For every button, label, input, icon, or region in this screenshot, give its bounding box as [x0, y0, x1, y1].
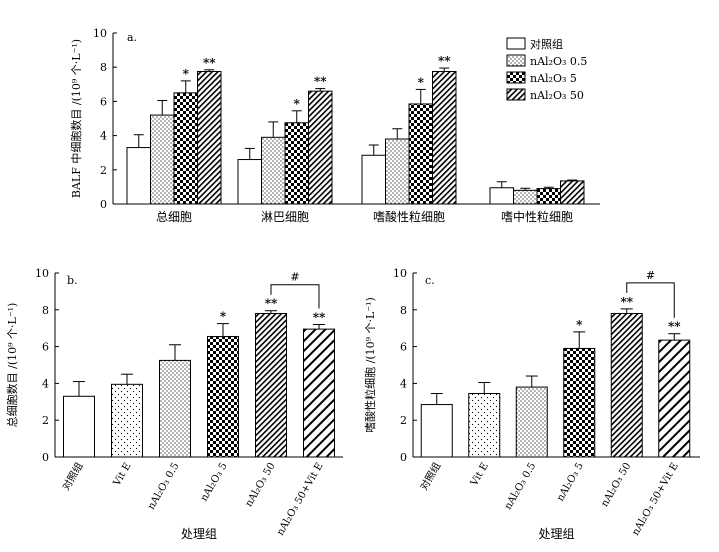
- panel-c-y-axis-label: 嗜酸性粒细胞 /(10⁹ 个·L⁻¹): [363, 297, 377, 433]
- panel-a-legend-swatch: [506, 54, 526, 67]
- panel-c-bar: [515, 386, 548, 458]
- panel-b-y-tick-label: 8: [42, 304, 49, 317]
- panel-b-panel-label: b.: [67, 274, 78, 287]
- panel-b-y-tick-label: 6: [42, 341, 49, 354]
- panel-b-bracket-label: #: [290, 271, 299, 284]
- panel-a-category-label: 嗜酸性粒细胞: [373, 209, 445, 224]
- panel-b-bar: [63, 395, 95, 458]
- panel-c-bar: [658, 339, 691, 458]
- panel-a-bar: [173, 92, 198, 205]
- panel-c-y-tick-label: 10: [393, 267, 407, 280]
- panel-a-y-tick-label: 0: [100, 198, 107, 211]
- panel-c-y-tick-label: 8: [400, 304, 407, 317]
- panel-b-bar: [159, 359, 191, 458]
- panel-a-legend-swatch: [506, 37, 526, 50]
- panel-a-category-label: 嗜中性粒细胞: [501, 209, 573, 224]
- panel-b-category-label: Vit E: [111, 461, 133, 489]
- panel-a-significance: **: [314, 75, 327, 89]
- panel-a-bar: [284, 122, 309, 205]
- panel-a-bar: [489, 187, 514, 205]
- panel-c-category-label: nAl₂O₃ 50: [599, 461, 633, 509]
- panel-a-bar: [126, 147, 151, 205]
- panel-c-category-label: 对照组: [417, 460, 443, 492]
- panel-a-y-tick-label: 10: [93, 27, 107, 40]
- panel-c-significance: **: [620, 295, 633, 309]
- panel-c-category-label: nAl₂O₃ 50+Vit E: [630, 461, 681, 538]
- panel-b-y-tick-label: 2: [42, 414, 49, 427]
- panel-b-bar: [303, 328, 335, 458]
- panel-b-significance: **: [313, 311, 326, 325]
- panel-b-category-label: 对照组: [59, 460, 85, 492]
- panel-a-bar: [150, 114, 175, 205]
- panel-b-category-label: nAl₂O₃ 50+Vit E: [275, 461, 326, 538]
- panel-a-significance: *: [418, 75, 425, 89]
- panel-a-bar: [237, 159, 262, 205]
- panel-c-significance: *: [576, 318, 583, 332]
- panel-b-y-tick-label: 0: [42, 451, 49, 464]
- panel-c-panel-label: c.: [425, 274, 435, 287]
- panel-c-category-label: nAl₂O₃ 5: [555, 461, 586, 503]
- panel-a-panel-label: a.: [127, 31, 137, 44]
- panel-c-y-tick-label: 0: [400, 451, 407, 464]
- panel-c-bracket-label: #: [646, 269, 655, 282]
- panel-a-legend-label: nAl₂O₃ 50: [530, 89, 584, 102]
- panel-b-significance: *: [220, 310, 227, 324]
- panel-b-comparison-bracket: [270, 284, 320, 309]
- panel-a-y-tick-label: 8: [100, 61, 107, 74]
- panel-a-y-axis-label: BALF 中细胞数目 /(10⁹ 个·L⁻¹): [70, 39, 83, 198]
- panel-c-bar: [468, 393, 501, 458]
- panel-a-category-label: 淋巴细胞: [261, 210, 309, 224]
- panel-c-category-label: nAl₂O₃ 0.5: [503, 461, 539, 512]
- panel-c-bar: [563, 347, 596, 458]
- panel-c-y-tick-label: 2: [400, 414, 407, 427]
- panel-b-y-tick-label: 4: [42, 377, 49, 390]
- panel-a-legend-swatch: [506, 88, 526, 101]
- panel-b-y-tick-label: 10: [35, 267, 49, 280]
- panel-a-legend-label: nAl₂O₃ 5: [530, 72, 577, 85]
- panel-a-bar: [308, 90, 333, 205]
- panel-b-category-label: nAl₂O₃ 5: [199, 461, 230, 503]
- panel-a-y-tick-label: 6: [100, 95, 107, 108]
- panel-c-y-tick-label: 4: [400, 377, 407, 390]
- panel-a-significance: *: [183, 67, 190, 81]
- panel-b-bar: [207, 335, 239, 458]
- panel-a-significance: *: [294, 97, 301, 111]
- panel-a-bar: [513, 189, 538, 205]
- panel-c-x-axis-label: 处理组: [538, 527, 574, 541]
- panel-a-bar: [432, 70, 457, 205]
- panel-a-legend-swatch: [506, 71, 526, 84]
- panel-a-y-tick-label: 4: [100, 130, 107, 143]
- panel-a-bar: [261, 136, 286, 205]
- panel-a-bar: [361, 154, 386, 205]
- panel-c-bar: [420, 404, 453, 458]
- panel-a-y-tick-label: 2: [100, 164, 107, 177]
- panel-a-bar: [408, 103, 433, 205]
- panel-c-category-label: Vit E: [468, 461, 490, 489]
- panel-b-bar: [255, 312, 287, 458]
- panel-b-category-label: nAl₂O₃ 50: [244, 461, 278, 509]
- panel-b-bar: [111, 383, 143, 458]
- panel-a-category-label: 总细胞: [156, 210, 192, 224]
- panel-c-y-tick-label: 6: [400, 341, 407, 354]
- panel-c-chart: 0 2 4 6 8 10 c. 嗜酸性粒细胞 /(10⁹ 个·L⁻¹) 处理组 对照组 Vit E n…: [363, 267, 700, 541]
- panel-a-bar: [197, 70, 222, 205]
- panel-c-significance: **: [668, 320, 681, 334]
- panel-b-x-axis-label: 处理组: [181, 527, 217, 541]
- panel-c-comparison-bracket: [626, 282, 675, 318]
- panel-a-bar: [385, 138, 410, 205]
- panel-b-significance: **: [265, 297, 278, 311]
- panel-a-legend-label: 对照组: [530, 37, 563, 51]
- panel-a-bar: [536, 188, 561, 205]
- panel-a-bar: [560, 180, 585, 205]
- panel-b-chart: 0 2 4 6 8 10 b. 总细胞数目 /(10⁹ 个·L⁻¹) 处理组 对照组 Vit E nA…: [5, 267, 343, 541]
- panel-b-y-axis-label: 总细胞数目 /(10⁹ 个·L⁻¹): [5, 303, 19, 428]
- panel-a-significance: **: [438, 54, 451, 68]
- panel-a-legend-label: nAl₂O₃ 0.5: [530, 55, 587, 68]
- panel-b-category-label: nAl₂O₃ 0.5: [146, 461, 182, 512]
- panel-c-bar: [610, 312, 643, 458]
- panel-a-significance: **: [203, 56, 216, 70]
